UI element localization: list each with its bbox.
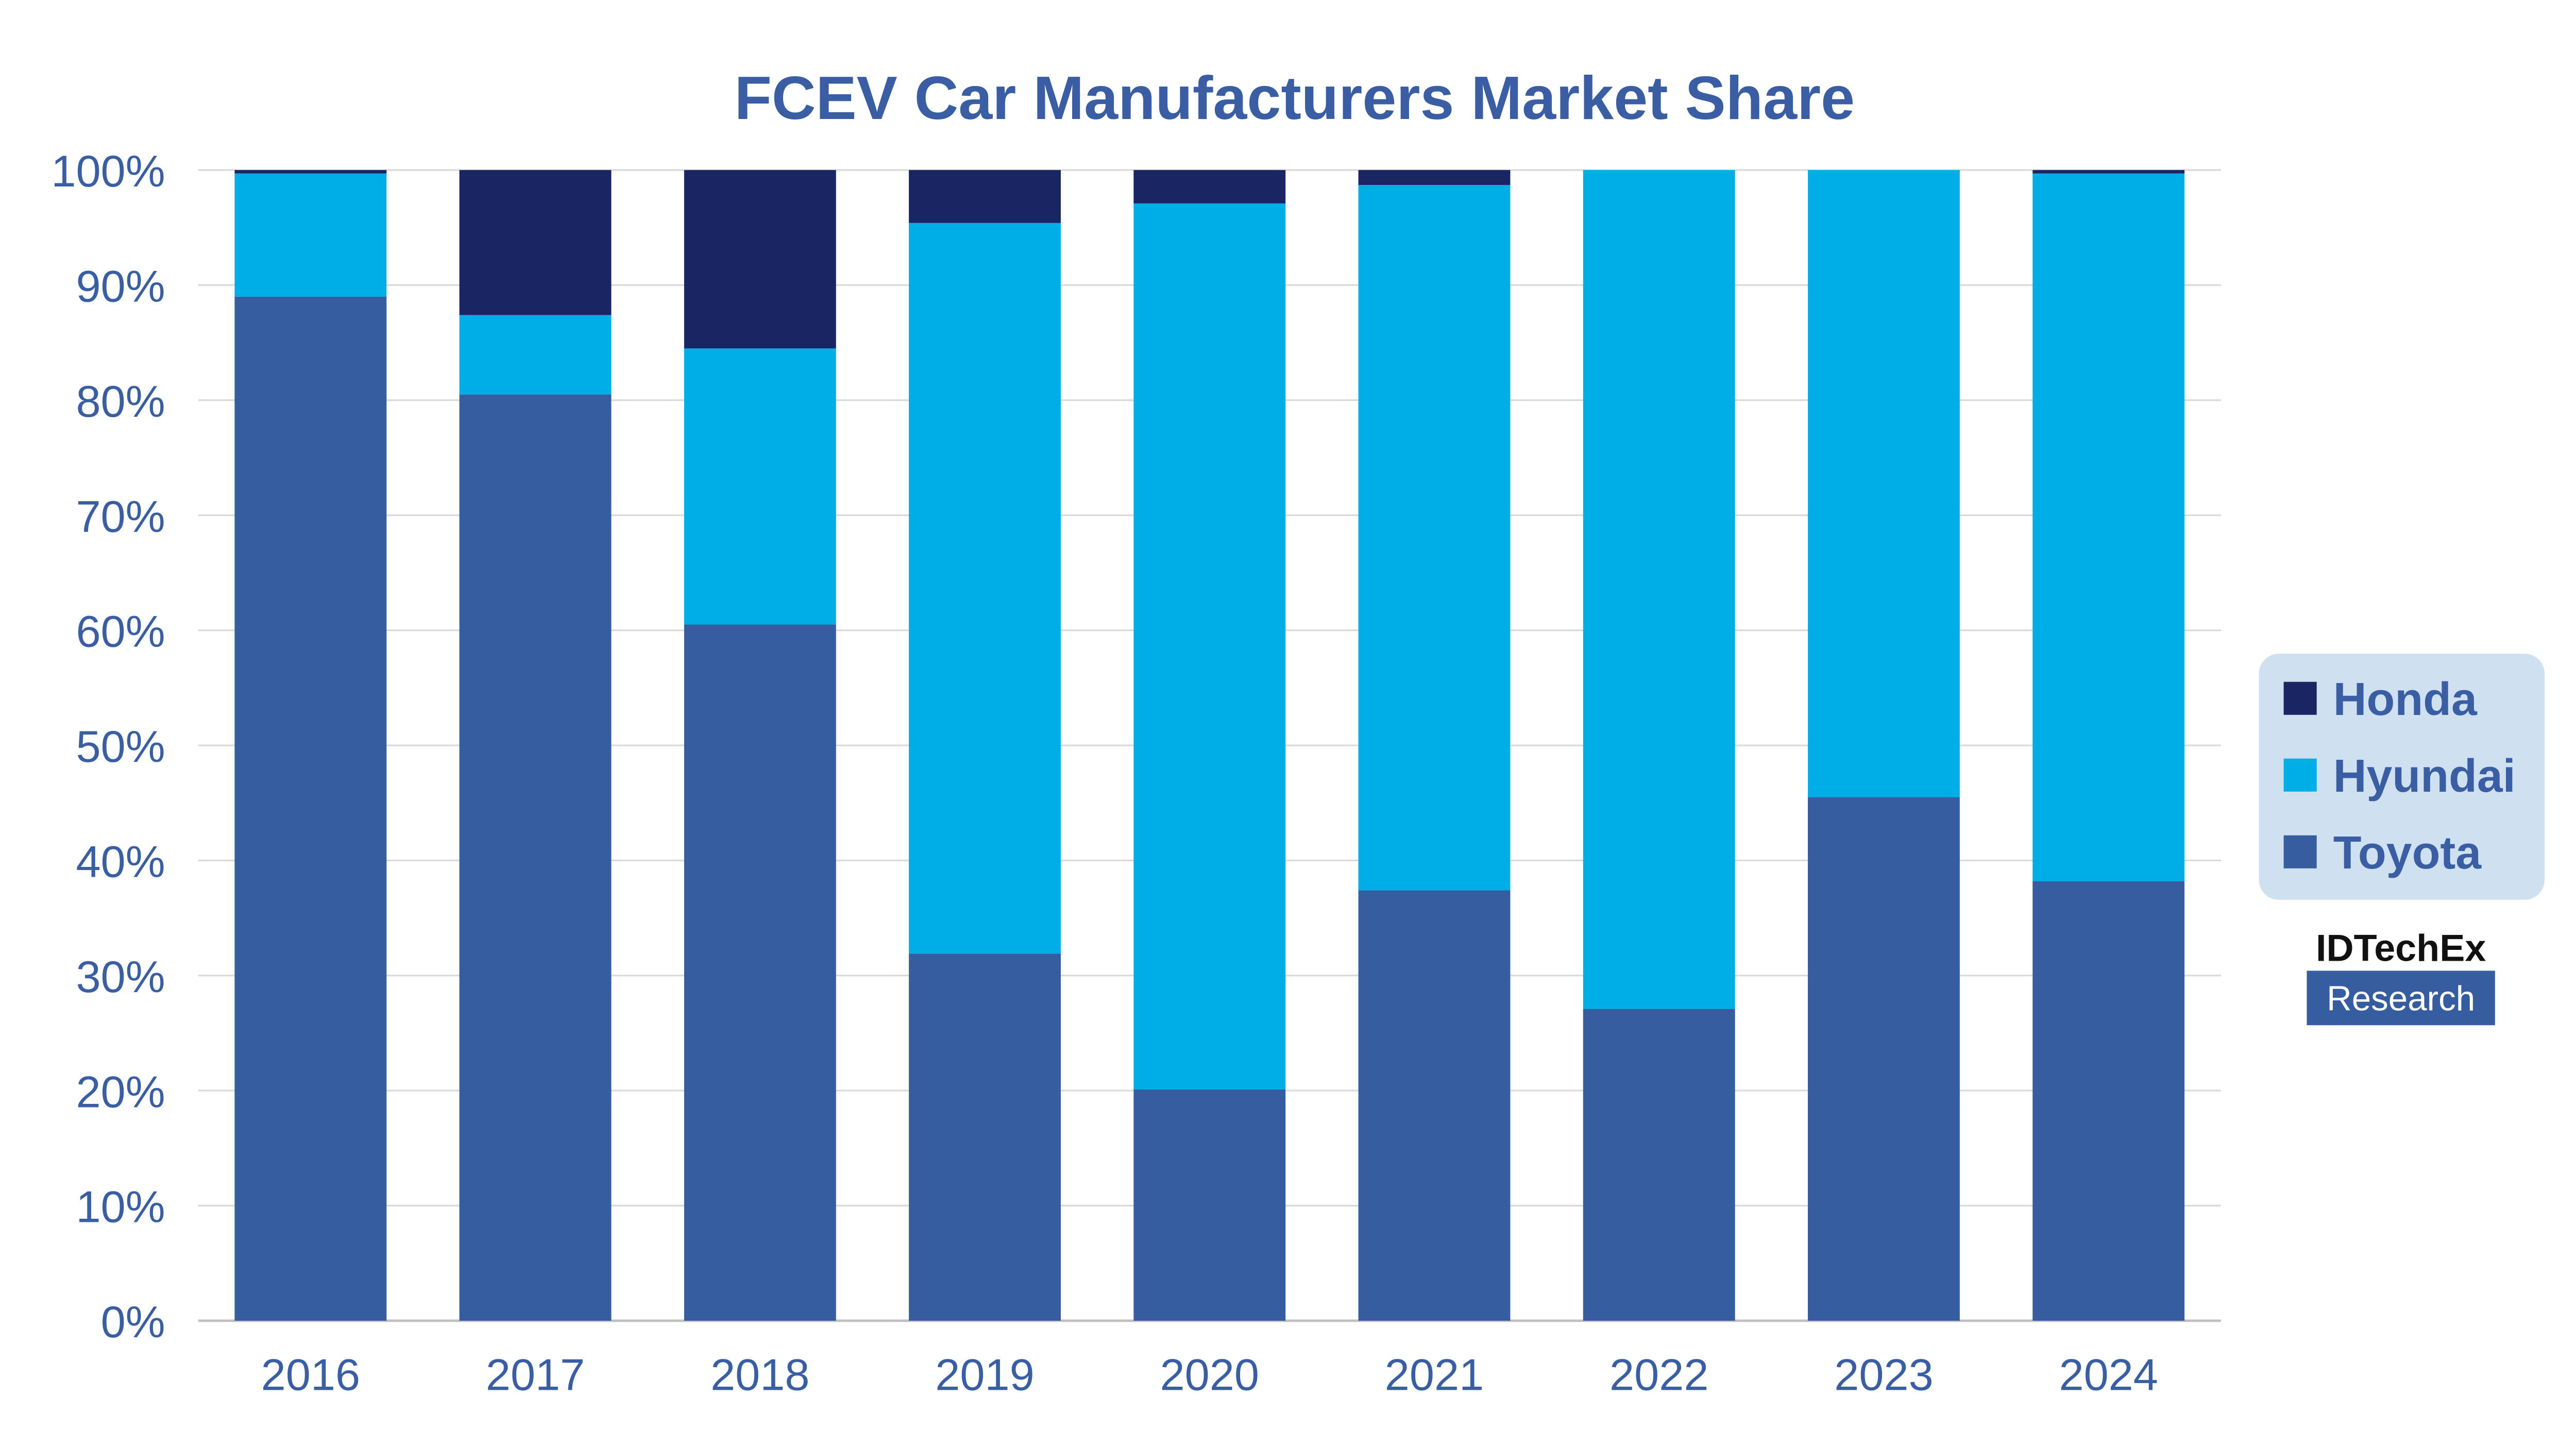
bar-honda-2016 [234,170,387,174]
bar-hyundai-2022 [1583,170,1735,1009]
x-tick-label: 2017 [486,1351,585,1400]
y-tick-label: 20% [76,1067,165,1117]
y-tick-label: 90% [76,262,165,312]
bar-toyota-2017 [459,394,612,1321]
x-tick-label: 2018 [710,1351,809,1400]
legend-swatch-toyota [2283,835,2317,868]
legend-label-honda: Honda [2333,674,2478,725]
bar-hyundai-2020 [1133,203,1286,1089]
x-tick-label: 2021 [1385,1351,1484,1400]
bar-hyundai-2024 [2032,173,2185,881]
bars [234,170,2185,1321]
y-tick-label: 80% [76,377,165,427]
bar-hyundai-2021 [1358,185,1511,891]
y-tick-label: 60% [76,607,165,657]
y-axis-ticks: 0% 10% 20% 30% 40% 50% 60% 70% 80% 90% 100% [51,147,165,1347]
bar-toyota-2023 [1808,797,1960,1321]
x-tick-label: 2019 [935,1351,1034,1400]
bar-toyota-2019 [909,953,1061,1321]
logo-box [2307,970,2495,1026]
legend-label-hyundai: Hyundai [2333,751,2516,802]
x-tick-label: 2023 [1834,1351,1933,1400]
bar-honda-2024 [2032,170,2185,174]
y-tick-label: 30% [76,952,165,1002]
x-tick-label: 2024 [2059,1351,2158,1400]
legend-background [2259,654,2545,900]
legend-label-toyota: Toyota [2333,827,2482,879]
bar-honda-2021 [1358,170,1511,185]
chart-title: FCEV Car Manufacturers Market Share [734,64,1855,132]
x-tick-label: 2020 [1160,1351,1259,1400]
y-tick-label: 50% [76,722,165,772]
bar-toyota-2021 [1358,890,1511,1321]
x-axis-ticks: 2016 2017 2018 2019 2020 2021 2022 2023 2024 [261,1351,2158,1400]
bar-hyundai-2018 [684,348,836,625]
x-tick-label: 2022 [1609,1351,1708,1400]
bar-hyundai-2017 [459,315,612,395]
bar-honda-2020 [1133,170,1286,203]
y-tick-label: 40% [76,837,165,887]
bar-hyundai-2016 [234,173,387,297]
bar-honda-2018 [684,170,836,349]
legend-swatch-hyundai [2283,758,2317,792]
bar-toyota-2024 [2032,881,2185,1321]
bar-honda-2017 [459,170,612,315]
y-tick-label: 100% [51,147,165,196]
y-tick-label: 0% [101,1298,165,1347]
bar-toyota-2020 [1133,1089,1286,1321]
bar-honda-2019 [909,170,1061,223]
logo-subtext: Research [2327,979,2475,1018]
legend-swatch-honda [2283,681,2317,715]
legend: Honda Hyundai Toyota [2259,654,2545,900]
bar-hyundai-2023 [1808,170,1960,797]
idtechex-logo: IDTechEx Research [2307,926,2495,1026]
bar-toyota-2022 [1583,1009,1735,1321]
bar-toyota-2018 [684,624,836,1321]
logo-text: IDTechEx [2316,926,2486,969]
y-tick-label: 70% [76,492,165,541]
bar-hyundai-2019 [909,223,1061,954]
y-tick-label: 10% [76,1183,165,1232]
x-tick-label: 2016 [261,1351,360,1400]
bar-toyota-2016 [234,296,387,1321]
